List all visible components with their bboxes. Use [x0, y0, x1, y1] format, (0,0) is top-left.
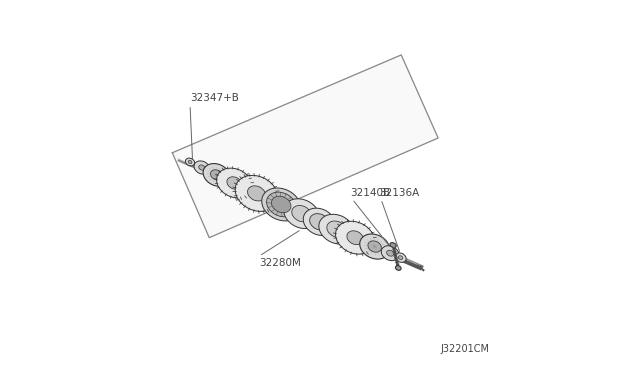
Ellipse shape — [398, 256, 403, 260]
Ellipse shape — [381, 246, 399, 261]
Ellipse shape — [387, 250, 394, 256]
Ellipse shape — [327, 221, 346, 237]
Ellipse shape — [235, 175, 278, 211]
Ellipse shape — [395, 253, 406, 262]
Ellipse shape — [347, 231, 364, 245]
Ellipse shape — [211, 170, 223, 180]
Ellipse shape — [396, 266, 401, 270]
Ellipse shape — [188, 160, 192, 164]
Ellipse shape — [203, 164, 230, 186]
Ellipse shape — [292, 205, 311, 222]
Text: 32140B: 32140B — [350, 188, 390, 198]
Ellipse shape — [303, 208, 335, 235]
Ellipse shape — [227, 177, 242, 189]
Ellipse shape — [390, 243, 396, 247]
Ellipse shape — [194, 161, 210, 174]
Ellipse shape — [216, 168, 252, 198]
Text: 32136A: 32136A — [379, 188, 419, 198]
Ellipse shape — [262, 188, 301, 221]
Ellipse shape — [335, 221, 374, 254]
Ellipse shape — [186, 158, 195, 166]
Text: 32347+B: 32347+B — [190, 93, 239, 103]
Polygon shape — [172, 55, 438, 238]
Ellipse shape — [310, 214, 329, 230]
Ellipse shape — [267, 192, 296, 217]
Text: 32280M: 32280M — [259, 258, 301, 268]
Ellipse shape — [368, 241, 381, 252]
Ellipse shape — [360, 234, 390, 259]
Ellipse shape — [284, 199, 319, 229]
Ellipse shape — [271, 196, 291, 213]
Text: J32201CM: J32201CM — [441, 344, 490, 354]
Ellipse shape — [248, 186, 266, 201]
Ellipse shape — [198, 165, 205, 170]
Ellipse shape — [319, 214, 355, 244]
